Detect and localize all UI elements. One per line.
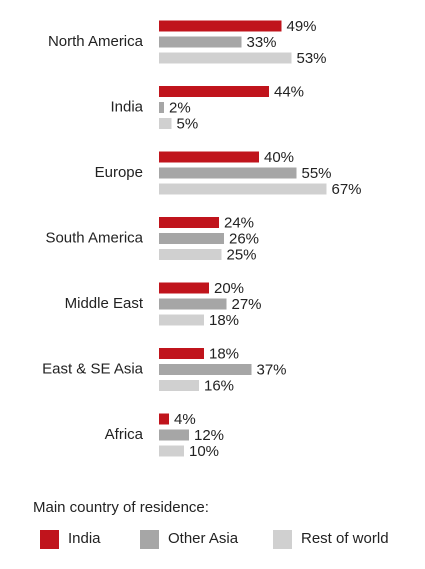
category-label: Europe: [95, 164, 143, 181]
category-label: East & SE Asia: [42, 360, 144, 377]
bar: [159, 429, 189, 441]
value-label: 20%: [214, 280, 244, 297]
value-label: 27%: [232, 296, 262, 313]
category-label: Africa: [105, 426, 144, 443]
legend-swatch: [273, 530, 292, 549]
legend-label: India: [68, 530, 101, 547]
value-label: 18%: [209, 345, 239, 362]
value-label: 67%: [332, 181, 362, 198]
legend-label: Other Asia: [168, 530, 239, 547]
bar: [159, 380, 199, 391]
value-label: 4%: [174, 411, 196, 428]
value-label: 25%: [227, 246, 257, 263]
value-label: 18%: [209, 312, 239, 329]
value-label: 16%: [204, 377, 234, 394]
bar: [159, 348, 204, 359]
category-label: India: [110, 98, 143, 115]
bar: [159, 183, 327, 195]
value-label: 12%: [194, 427, 224, 444]
value-label: 26%: [229, 230, 259, 247]
category-label: Middle East: [65, 295, 144, 312]
bar: [159, 167, 297, 179]
value-label: 44%: [274, 83, 304, 100]
legend-title: Main country of residence:: [33, 499, 209, 516]
value-label: 33%: [247, 34, 277, 51]
bar: [159, 20, 282, 32]
value-label: 49%: [287, 18, 317, 35]
bar: [159, 118, 172, 129]
bar: [159, 151, 259, 163]
value-label: 55%: [302, 165, 332, 182]
legend-label: Rest of world: [301, 530, 389, 547]
bar: [159, 217, 219, 228]
bar: [159, 282, 209, 294]
value-label: 37%: [257, 361, 287, 378]
bar: [159, 249, 222, 260]
legend-swatch: [140, 530, 159, 549]
bar: [159, 298, 227, 310]
bar: [159, 364, 252, 375]
legend-swatch: [40, 530, 59, 549]
bar: [159, 413, 169, 425]
value-label: 40%: [264, 149, 294, 166]
bar: [159, 36, 242, 48]
bar: [159, 233, 224, 244]
value-label: 5%: [177, 115, 199, 132]
value-label: 24%: [224, 214, 254, 231]
bar: [159, 52, 292, 64]
bar: [159, 102, 164, 113]
category-label: South America: [45, 229, 143, 246]
bar: [159, 445, 184, 457]
value-label: 10%: [189, 443, 219, 460]
value-label: 2%: [169, 99, 191, 116]
bar: [159, 86, 269, 97]
category-label: North America: [48, 33, 144, 50]
value-label: 53%: [297, 50, 327, 67]
bar: [159, 314, 204, 326]
